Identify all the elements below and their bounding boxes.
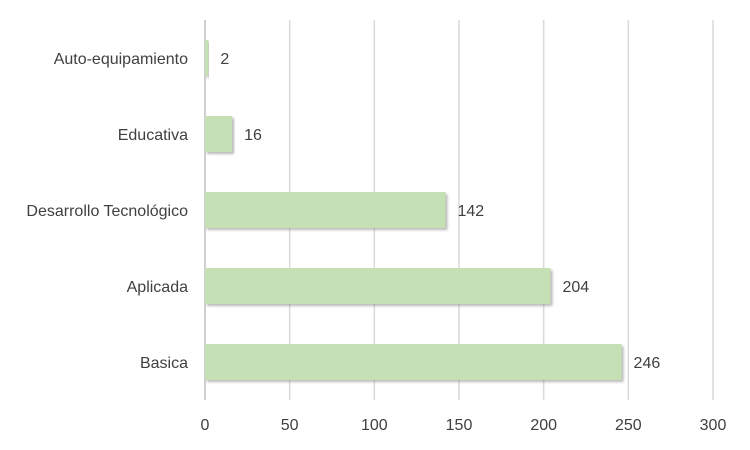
bar-aplicada (205, 268, 551, 304)
x-tick-label: 200 (530, 417, 557, 434)
x-tick-label: 100 (361, 417, 388, 434)
bar-basica (205, 344, 622, 380)
category-label: Auto-equipamiento (54, 51, 188, 68)
data-label: 2 (220, 51, 229, 68)
category-label: Basica (140, 355, 188, 372)
x-tick-label: 250 (615, 417, 642, 434)
data-label: 16 (244, 127, 262, 144)
data-label: 246 (634, 355, 661, 372)
category-label: Educativa (118, 127, 188, 144)
bar-auto-equipamiento (205, 40, 209, 76)
category-label: Aplicada (127, 279, 188, 296)
x-tick-label: 300 (700, 417, 727, 434)
bar-educativa (205, 116, 233, 152)
x-tick-label: 0 (201, 417, 210, 434)
data-label: 204 (562, 279, 589, 296)
x-tick-label: 150 (446, 417, 473, 434)
bar-desarrollo-tecnol-gico (205, 192, 446, 228)
x-tick-label: 50 (281, 417, 299, 434)
category-label: Desarrollo Tecnológico (26, 203, 188, 220)
bars (205, 40, 622, 380)
labels: 0 50 100 150 200 250 300 Auto-equipamiento 2 Educ… (26, 51, 726, 434)
data-label: 142 (457, 203, 484, 220)
grid-lines (288, 20, 714, 400)
